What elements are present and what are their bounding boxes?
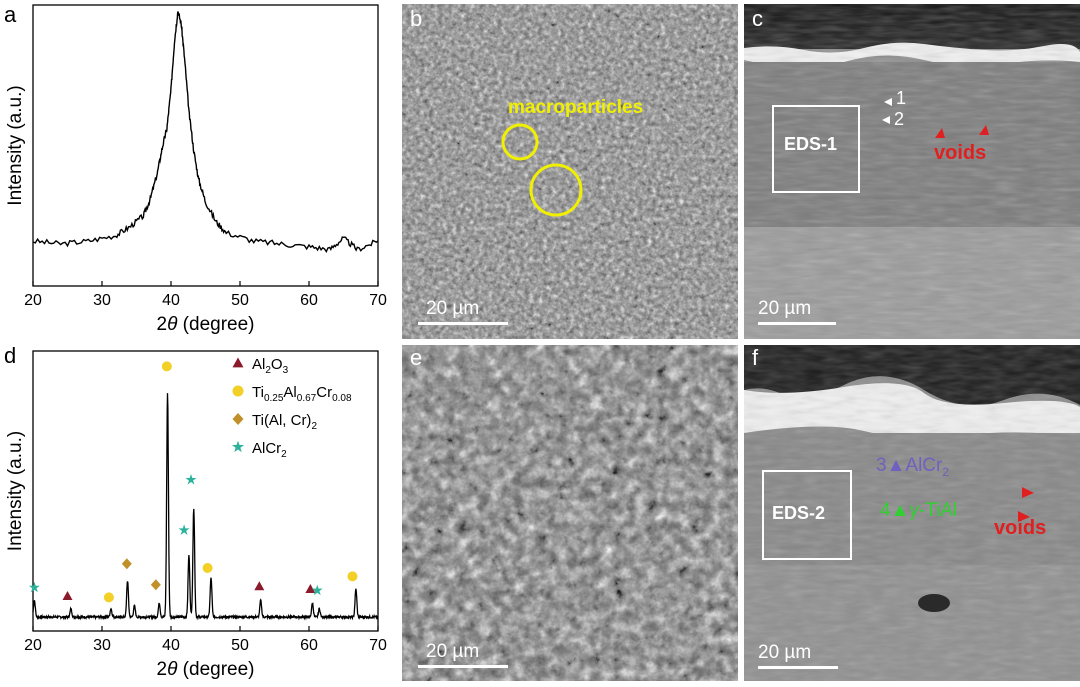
chart-d-legend-label-2: Ti(Al, Cr)2 bbox=[252, 412, 317, 432]
panel-a: a 20 30 40 50 60 70 2θ (degree) Intensity (a.u.… bbox=[0, 0, 395, 340]
chart-d-legend-marker-2 bbox=[232, 412, 244, 426]
point-3-label: 3 bbox=[876, 455, 887, 476]
point-marker-2 bbox=[882, 116, 890, 124]
voids-marker-1 bbox=[935, 128, 945, 138]
panel-letter-a: a bbox=[4, 2, 17, 27]
eds-2-label: EDS-2 bbox=[772, 503, 826, 523]
chart-d-xtick-label-60: 60 bbox=[300, 637, 318, 654]
chart-d-peak-marker-11 bbox=[311, 584, 323, 596]
chart-d-legend-label-0: Al2O3 bbox=[252, 356, 289, 376]
chart-d-peak-marker-6 bbox=[178, 524, 190, 535]
chart-d-peak-marker-3 bbox=[121, 558, 132, 570]
panel-letter-f: f bbox=[752, 345, 759, 370]
scale-bar-f bbox=[758, 666, 838, 669]
sem-texture-b bbox=[402, 4, 738, 339]
chart-a-xtick-label-50: 50 bbox=[231, 292, 249, 309]
chart-d-peak-marker-0 bbox=[28, 581, 40, 593]
chart-d-peak-marker-2 bbox=[103, 592, 114, 603]
xrd-chart-d: 20 30 40 50 60 70 2θ (degree) Intensity (a.u.) A… bbox=[5, 350, 387, 680]
sem-image-c: c EDS-1 1 2 voids 20 µm bbox=[744, 4, 1080, 339]
point-4-label: 4 bbox=[880, 500, 891, 521]
voids-marker-2 bbox=[979, 125, 989, 135]
chart-d-ylabel: Intensity (a.u.) bbox=[5, 431, 26, 551]
xrd-chart-a: 20 30 40 50 60 70 2θ (degree) Intensity (a.u.) bbox=[5, 4, 387, 335]
chart-d-peak-marker-10 bbox=[305, 584, 316, 593]
alcr2-phase: AlCr bbox=[905, 455, 943, 476]
voids-label-c: voids bbox=[934, 142, 987, 164]
macroparticle-circle-small bbox=[501, 123, 539, 161]
macroparticle-circle-large bbox=[529, 163, 583, 217]
panel-letter-e: e bbox=[410, 345, 423, 370]
alcr2-marker: ▲ bbox=[886, 455, 906, 476]
chart-a-xtick-label-70: 70 bbox=[369, 292, 387, 309]
tial-marker: ▲ bbox=[890, 500, 910, 521]
voids-marker-4 bbox=[1018, 511, 1030, 522]
chart-a-xtick-label-30: 30 bbox=[93, 292, 111, 309]
panel-d: d 20 30 40 50 60 70 2θ (degree) Intensity (a.u.… bbox=[0, 343, 395, 687]
point-2-label: 2 bbox=[894, 109, 905, 129]
chart-d-legend-label-1: Ti0.25Al0.67Cr0.08 bbox=[252, 384, 352, 404]
panel-letter-d: d bbox=[4, 343, 17, 368]
sem-image-f: f EDS-2 3▲AlCr2 4▲γ-TiAl voids 20 µm bbox=[744, 345, 1080, 681]
chart-d-peak-marker-7 bbox=[185, 474, 197, 485]
chart-d-legend-marker-1 bbox=[232, 385, 244, 397]
chart-d-peak-marker-8 bbox=[202, 563, 213, 573]
eds-2-box bbox=[762, 470, 852, 560]
scale-label-c: 20 µm bbox=[758, 298, 812, 319]
chart-d-series-line bbox=[32, 393, 379, 621]
sem-image-e: e 20 µm bbox=[402, 345, 738, 681]
chart-d-xtick-label-20: 20 bbox=[24, 637, 42, 654]
chart-a-series-line bbox=[32, 11, 379, 254]
voids-label-f: voids bbox=[994, 517, 1047, 539]
chart-a-plot-frame bbox=[32, 4, 379, 287]
alcr2-subscript: 2 bbox=[942, 464, 950, 479]
chart-a-xtick-label-20: 20 bbox=[24, 292, 42, 309]
scale-bar-b bbox=[418, 322, 508, 325]
chart-d-peak-marker-1 bbox=[62, 591, 73, 600]
chart-a-xtick-label-60: 60 bbox=[300, 292, 318, 309]
chart-d-xtick-label-40: 40 bbox=[162, 637, 180, 654]
chart-d-peak-marker-9 bbox=[254, 581, 265, 591]
alcr2-label: 3▲AlCr2 bbox=[876, 455, 949, 479]
chart-d-legend-label-3: AlCr2 bbox=[252, 440, 287, 460]
scale-label-f: 20 µm bbox=[758, 642, 812, 663]
sem-texture-f bbox=[744, 345, 1080, 681]
scale-bar-e bbox=[418, 665, 508, 668]
voids-marker-3 bbox=[1022, 487, 1034, 498]
chart-d-xlabel: 2θ (degree) bbox=[157, 659, 255, 680]
tial-label: 4▲γ-TiAl bbox=[880, 500, 957, 522]
chart-a-ylabel: Intensity (a.u.) bbox=[5, 85, 26, 205]
sem-texture-c bbox=[744, 4, 1080, 339]
chart-a-xtick-label-40: 40 bbox=[162, 292, 180, 309]
chart-d-xtick-label-50: 50 bbox=[231, 637, 249, 654]
panel-letter-b: b bbox=[410, 6, 423, 31]
point-1-label: 1 bbox=[896, 88, 907, 108]
chart-a-xlabel: 2θ (degree) bbox=[157, 314, 255, 335]
chart-d-plot-frame bbox=[32, 350, 379, 632]
tial-greek: γ bbox=[909, 500, 919, 521]
sem-texture-e bbox=[402, 345, 738, 681]
chart-d-peak-marker-5 bbox=[161, 361, 172, 372]
chart-d-legend-marker-3 bbox=[232, 440, 244, 453]
eds-1-box bbox=[772, 105, 860, 193]
chart-d-peak-marker-4 bbox=[150, 579, 161, 591]
sem-image-b: b macroparticles 20 µm bbox=[402, 4, 738, 339]
tial-phase: -TiAl bbox=[918, 500, 958, 521]
chart-d-xtick-label-70: 70 bbox=[369, 637, 387, 654]
chart-d-xtick-label-30: 30 bbox=[93, 637, 111, 654]
scale-label-b: 20 µm bbox=[426, 298, 480, 319]
scale-bar-c bbox=[758, 322, 836, 325]
macroparticles-label: macroparticles bbox=[508, 97, 644, 118]
panel-letter-c: c bbox=[752, 6, 763, 31]
point-marker-1 bbox=[884, 98, 892, 106]
chart-d-peak-marker-12 bbox=[347, 571, 358, 582]
eds-1-label: EDS-1 bbox=[784, 134, 838, 154]
chart-d-legend-marker-0 bbox=[232, 357, 244, 368]
scale-label-e: 20 µm bbox=[426, 641, 480, 662]
